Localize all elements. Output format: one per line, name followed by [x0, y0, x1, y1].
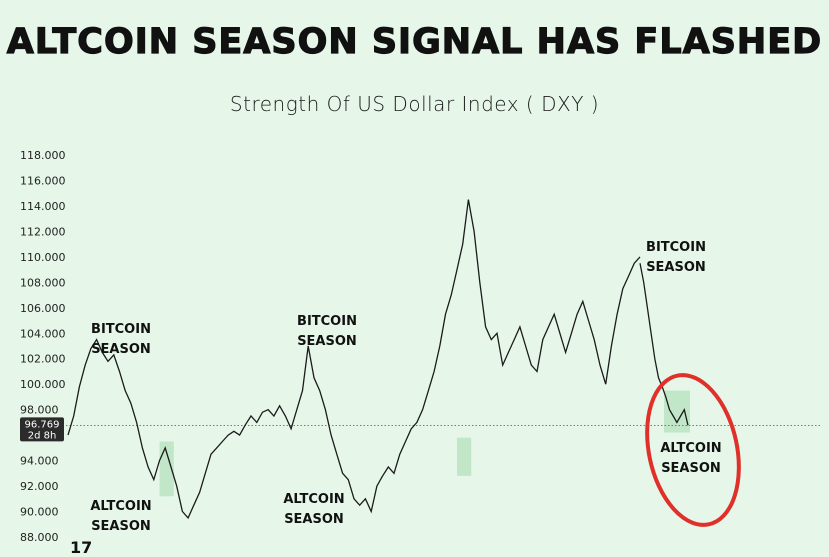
- y-axis-ticks: 118.000 116.000 114.000 112.000 110.000 108.0…: [20, 149, 66, 544]
- chart-subtitle: Strength Of US Dollar Index ( DXY ): [229, 92, 600, 116]
- season-label: ALTCOIN: [90, 499, 151, 514]
- current-price-value: 96.769: [25, 419, 60, 430]
- highlight-circle: [645, 373, 741, 527]
- y-tick-label: 102.000: [20, 353, 66, 366]
- y-tick-label: 100.000: [20, 378, 66, 391]
- season-annotations: BITCOIN SEASON ALTCOIN SEASON BITCOIN SEASON A…: [90, 240, 721, 534]
- y-tick-label: 106.000: [20, 302, 66, 315]
- y-tick-label: 104.000: [20, 327, 66, 340]
- y-tick-label: 110.000: [20, 251, 66, 264]
- season-highlight-box: [159, 441, 174, 497]
- y-tick-label: 98.000: [20, 404, 59, 417]
- tradingview-logo-icon: 17: [70, 538, 93, 557]
- season-label: ALTCOIN: [283, 492, 344, 507]
- y-tick-label: 94.000: [20, 455, 59, 468]
- y-tick-label: 90.000: [20, 506, 59, 519]
- season-label: BITCOIN: [91, 322, 151, 337]
- y-tick-label: 88.000: [20, 531, 59, 544]
- current-price-countdown: 2d 8h: [28, 430, 57, 441]
- current-price-badge: 96.769 2d 8h: [20, 417, 64, 442]
- highlight-boxes: [159, 390, 690, 497]
- y-tick-label: 112.000: [20, 225, 66, 238]
- y-tick-label: 92.000: [20, 480, 59, 493]
- season-label: BITCOIN: [646, 240, 706, 255]
- y-tick-label: 114.000: [20, 200, 66, 213]
- season-label: SEASON: [297, 334, 357, 349]
- series-line-main: [67, 199, 641, 520]
- y-tick-label: 108.000: [20, 276, 66, 289]
- season-label: SEASON: [661, 461, 721, 476]
- series-line-recent: [639, 263, 689, 426]
- season-label: SEASON: [646, 260, 706, 275]
- headline: ALTCOIN SEASON SIGNAL HAS FLASHED: [6, 21, 823, 62]
- y-tick-label: 118.000: [20, 149, 66, 162]
- season-label: SEASON: [91, 342, 151, 357]
- season-label: SEASON: [284, 512, 344, 527]
- series-lines: [67, 199, 689, 520]
- season-label: ALTCOIN: [660, 441, 721, 456]
- season-label: BITCOIN: [297, 314, 357, 329]
- season-label: SEASON: [91, 519, 151, 534]
- y-tick-label: 116.000: [20, 174, 66, 187]
- season-highlight-box: [456, 437, 472, 476]
- season-highlight-box: [664, 390, 690, 433]
